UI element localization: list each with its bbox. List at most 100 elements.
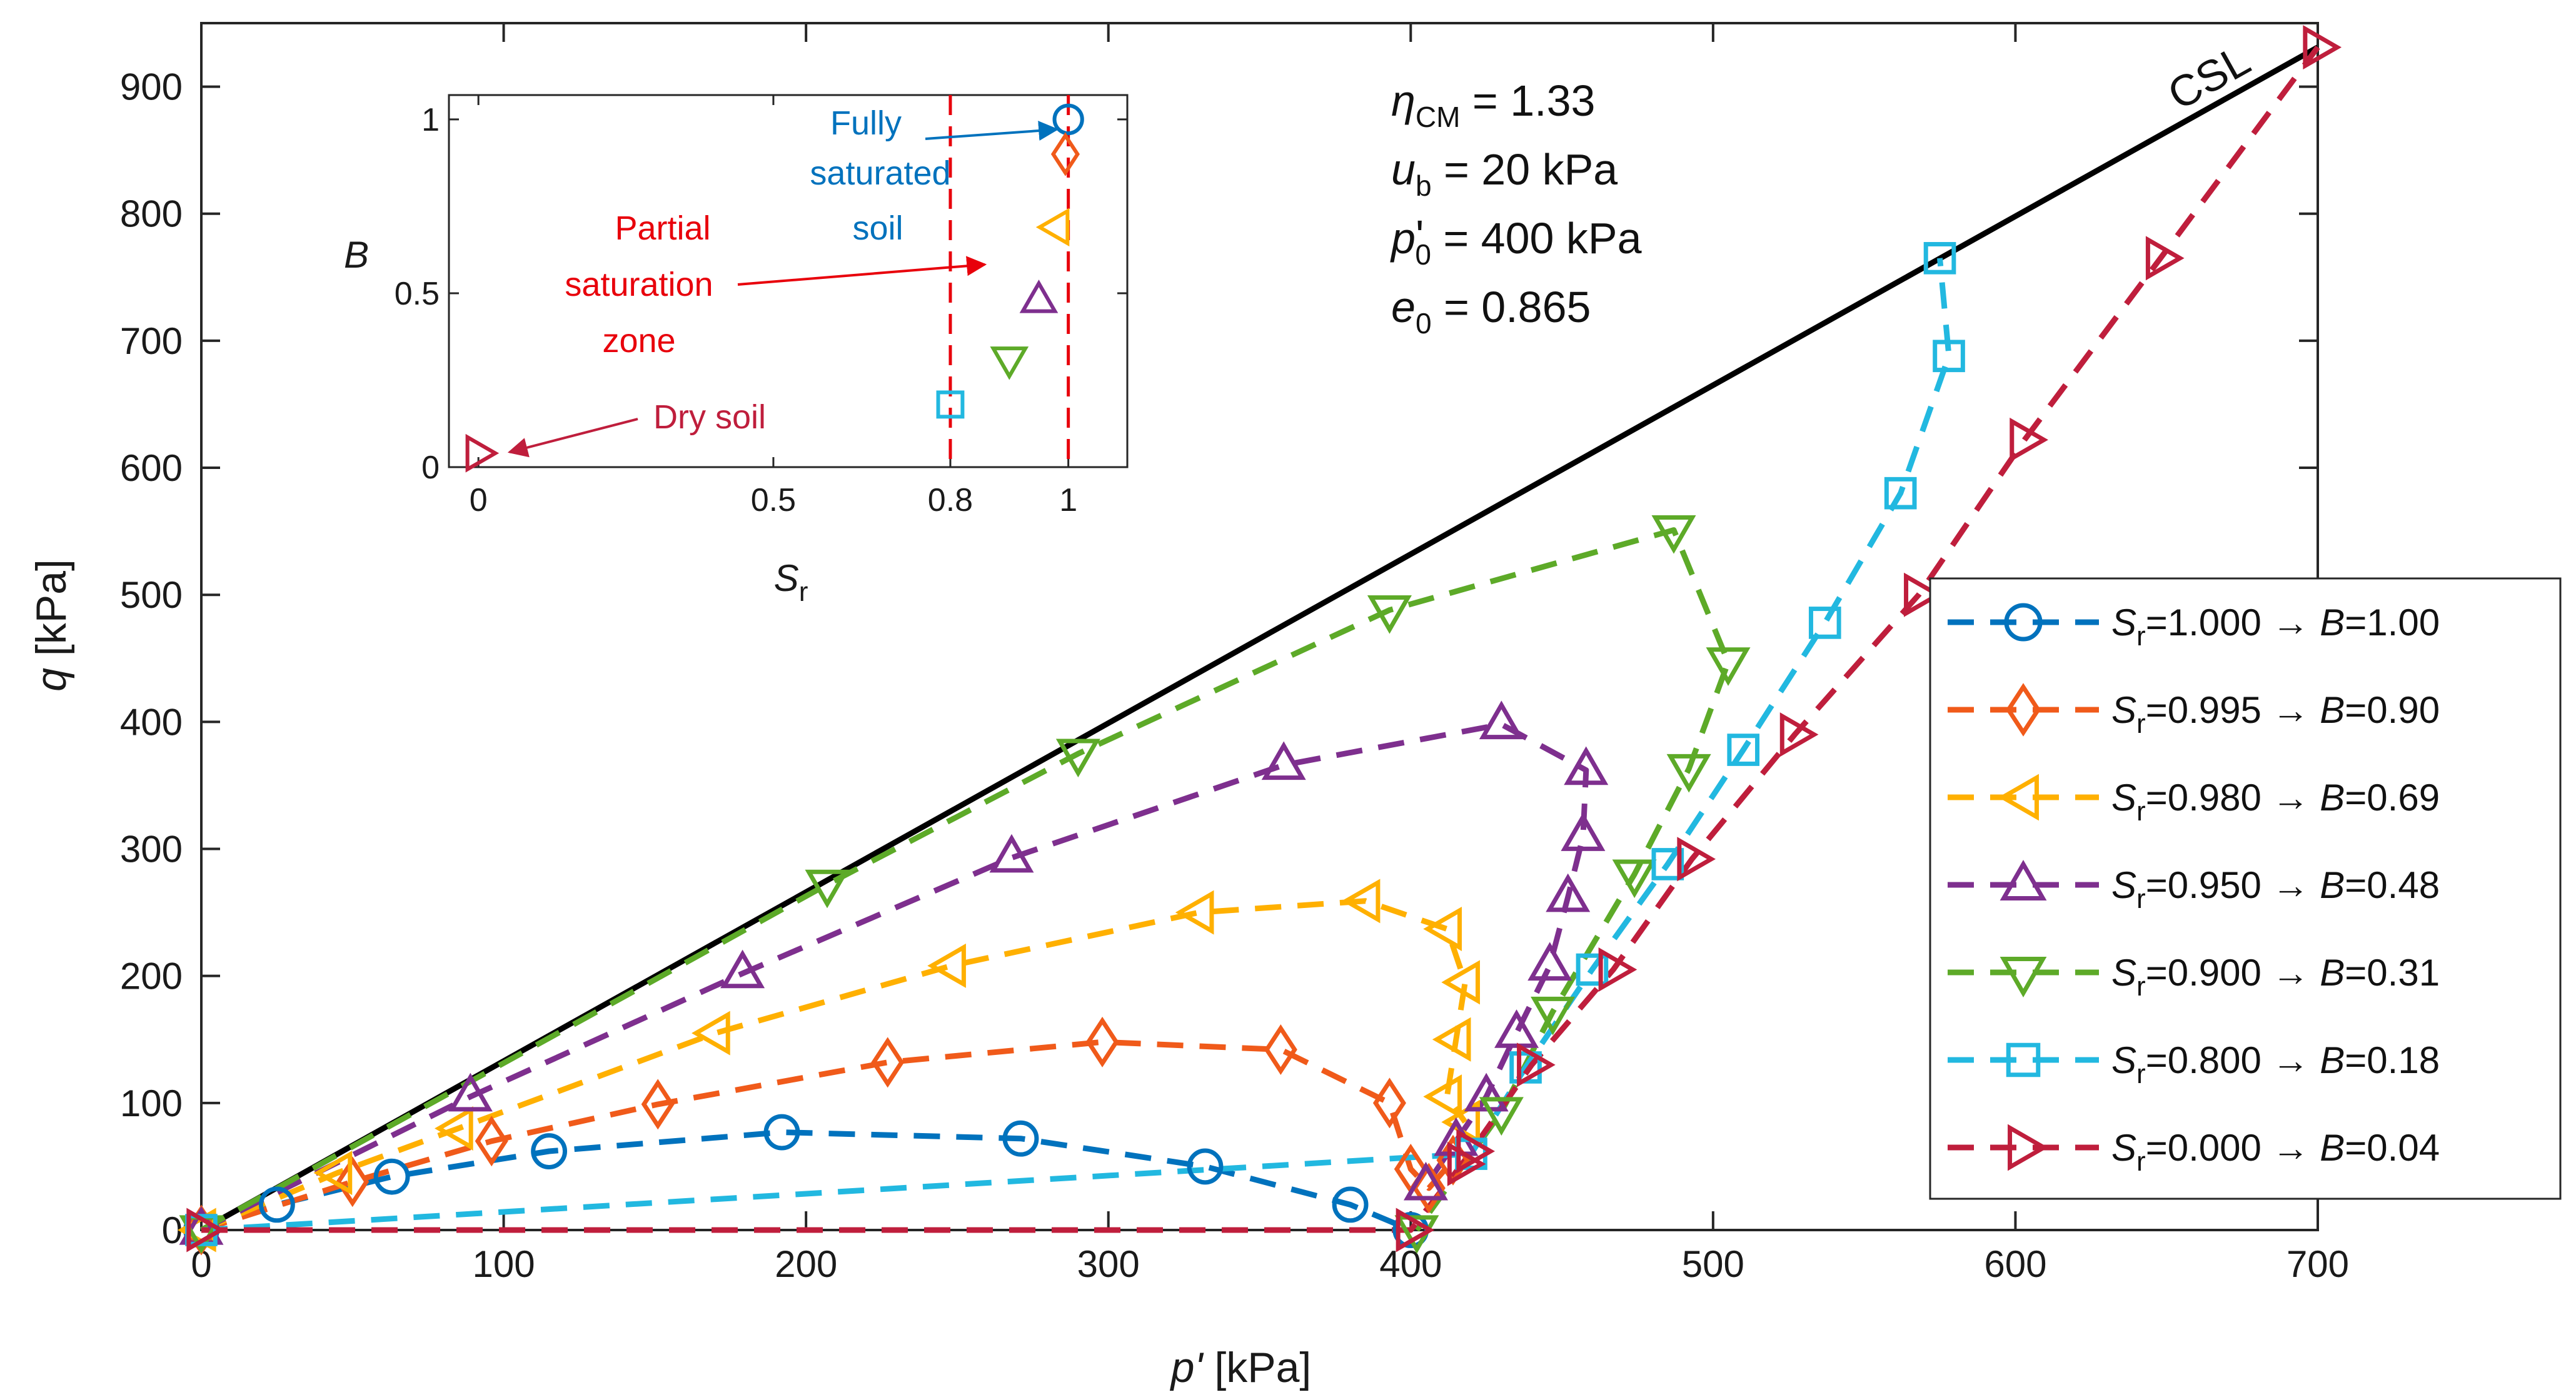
- x-tick-label: 100: [473, 1243, 535, 1285]
- series-6-point: [2010, 417, 2048, 462]
- x-tick-label: 600: [1984, 1243, 2046, 1285]
- series-4-point: [1055, 739, 1100, 778]
- legend-marker-6: [2008, 1124, 2049, 1171]
- series-4-point: [1706, 647, 1751, 686]
- series-2-point: [1423, 907, 1462, 952]
- series-5-point: [1933, 340, 1965, 373]
- series-4-point: [1367, 595, 1412, 634]
- series-4-point: [1479, 1097, 1524, 1136]
- series-5-point: [1923, 242, 1956, 275]
- annotation-dry-soil: Dry soil: [653, 398, 766, 436]
- legend-marker-4: [2000, 957, 2047, 998]
- series-2-point: [1432, 1017, 1471, 1062]
- inset-x-label: Sr: [774, 557, 808, 607]
- series-0-point: [763, 1114, 800, 1151]
- annotation-fully-saturated-line-2: saturated: [810, 154, 950, 192]
- series-0-point: [373, 1158, 410, 1195]
- series-3-point: [1561, 812, 1606, 851]
- series-3-point: [1261, 741, 1306, 780]
- series-5-point: [1884, 477, 1917, 510]
- annotation-partial-line-2: saturation: [565, 266, 713, 303]
- param-eta: ηCM = 1.33: [1391, 76, 1595, 133]
- series-0-point: [531, 1133, 568, 1169]
- x-tick-label: 500: [1682, 1243, 1744, 1285]
- arrow-partial-saturation: [737, 256, 987, 286]
- series-2-point: [927, 943, 966, 988]
- series-3-point: [1527, 942, 1572, 981]
- series-line-4: [199, 527, 1731, 1233]
- series-3-point: [720, 949, 765, 989]
- annotation-fully-saturated-line-1: Fully: [830, 104, 902, 142]
- series-4-point: [1651, 515, 1696, 554]
- inset-y-tick-label: 1: [421, 102, 440, 138]
- series-line-6: [201, 45, 2320, 1233]
- legend-label-4: Sr=0.900 → B=0.31: [2111, 952, 2440, 1002]
- annotation-partial-line-1: Partial: [615, 209, 710, 247]
- x-axis-label: p' [kPa]: [1170, 1344, 1312, 1391]
- series-2-point: [1341, 879, 1381, 924]
- legend-entries: Sr=1.000 → B=1.00 Sr=0.995 → B=0.90 Sr=0.9…: [1948, 602, 2440, 1177]
- series-3-point: [1494, 1009, 1539, 1048]
- inset-point-1: [1050, 132, 1080, 176]
- inset-axis-ticks: 0 0.5 0.8 1 0 0.5 1: [395, 95, 1127, 518]
- inset-point-5: [936, 390, 965, 419]
- series-5-point: [1651, 848, 1684, 880]
- legend-label-5: Sr=0.800 → B=0.18: [2111, 1039, 2440, 1089]
- y-tick-label: 200: [120, 956, 183, 997]
- series-3-point: [1403, 1161, 1448, 1201]
- series-6-point: [1904, 572, 1943, 617]
- inset-y-label: B: [344, 234, 369, 276]
- annotation-fully-saturated-line-3: soil: [852, 209, 903, 247]
- series-2-point: [1423, 1074, 1462, 1119]
- series-6-point: [1396, 1208, 1435, 1253]
- series-3-point: [448, 1072, 493, 1112]
- y-tick-label: 900: [120, 66, 183, 108]
- series-3-point: [1546, 873, 1591, 912]
- y-tick-label: 800: [120, 193, 183, 235]
- inset-point-3: [1019, 280, 1059, 313]
- y-tick-label: 100: [120, 1082, 183, 1124]
- inset-point-2: [1035, 208, 1070, 247]
- series-2-point: [1441, 960, 1480, 1005]
- param-p0: p'0 = 400 kPa: [1390, 211, 1642, 271]
- series-3-point: [1479, 700, 1524, 740]
- series-1-point: [1264, 1024, 1297, 1076]
- series-3-point: [1564, 746, 1609, 785]
- annotation-partial-saturation: Partial saturation zone: [565, 209, 713, 360]
- series-1-point: [1372, 1077, 1406, 1129]
- y-axis-label: q [kPa]: [28, 559, 75, 692]
- inset-x-tick-label: 0: [470, 482, 488, 518]
- series-1-point: [336, 1156, 370, 1208]
- series-4-point: [805, 869, 850, 909]
- parameter-annotation: ηCM = 1.33 ub = 20 kPa p'0 = 400 kPa e0 …: [1390, 76, 1642, 340]
- legend-marker-5: [2006, 1042, 2041, 1077]
- series-6-point: [1517, 1042, 1556, 1087]
- inset-y-tick-label: 0: [421, 450, 440, 486]
- legend-label-3: Sr=0.950 → B=0.48: [2111, 864, 2440, 914]
- series-0-point: [1002, 1120, 1039, 1157]
- series-5-point: [1727, 734, 1760, 766]
- series-2-point: [1175, 890, 1214, 935]
- series-1-point: [641, 1079, 675, 1130]
- x-tick-label: 200: [775, 1243, 837, 1285]
- legend-marker-3: [2000, 859, 2047, 900]
- series-6-point: [1447, 1141, 1486, 1186]
- series-2-point: [313, 1151, 353, 1196]
- annotation-partial-line-3: zone: [602, 322, 675, 360]
- series-line-0: [200, 1129, 1412, 1233]
- legend: Sr=1.000 → B=1.00 Sr=0.995 → B=0.90 Sr=0.9…: [1929, 577, 2562, 1200]
- series-4-point: [1531, 996, 1576, 1036]
- inset-point-6: [465, 433, 500, 473]
- series-4-point: [1612, 859, 1657, 899]
- inset-x-tick-label: 0.8: [928, 482, 973, 518]
- series-2-point: [692, 1011, 730, 1056]
- legend-label-0: Sr=1.000 → B=1.00: [2111, 602, 2440, 652]
- series-1-point: [1085, 1016, 1119, 1067]
- param-e0: e0 = 0.865: [1391, 283, 1591, 340]
- arrow-dry-soil: [507, 418, 638, 458]
- inset-markers: [465, 103, 1084, 473]
- legend-label-2: Sr=0.980 → B=0.69: [2111, 777, 2440, 827]
- series-6-point: [2303, 25, 2342, 70]
- series-line-1: [200, 1039, 1456, 1233]
